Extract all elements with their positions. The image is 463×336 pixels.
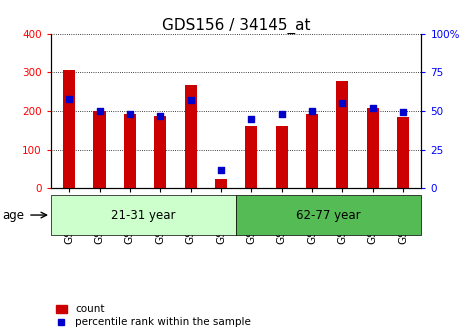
Point (96, 108, 103, 114)
Point (400, 110, 407, 115)
Text: age: age (3, 209, 25, 221)
Text: 62-77 year: 62-77 year (296, 209, 361, 221)
Bar (215, 178, 227, 188)
Point (187, 97, 194, 103)
Bar (63, 70, 75, 188)
Bar (336, 81, 349, 188)
Bar (397, 117, 409, 188)
Point (65, 96, 73, 101)
Point (369, 105, 376, 111)
Bar (367, 108, 379, 188)
Bar (236, 195, 421, 235)
Point (278, 111, 285, 117)
Bar (124, 114, 136, 188)
Title: GDS156 / 34145_at: GDS156 / 34145_at (162, 17, 310, 34)
Point (248, 116, 255, 121)
Bar (245, 126, 257, 188)
Bar (185, 85, 197, 188)
Text: 21-31 year: 21-31 year (111, 209, 176, 221)
Bar (51, 195, 236, 235)
Point (126, 111, 133, 117)
Point (217, 167, 225, 172)
Point (339, 100, 346, 106)
Point (308, 108, 316, 114)
Point (156, 113, 164, 118)
Bar (94, 111, 106, 188)
Legend: count, percentile rank within the sample: count, percentile rank within the sample (56, 304, 251, 327)
Bar (306, 114, 318, 188)
Bar (275, 126, 288, 188)
Bar (154, 116, 166, 188)
